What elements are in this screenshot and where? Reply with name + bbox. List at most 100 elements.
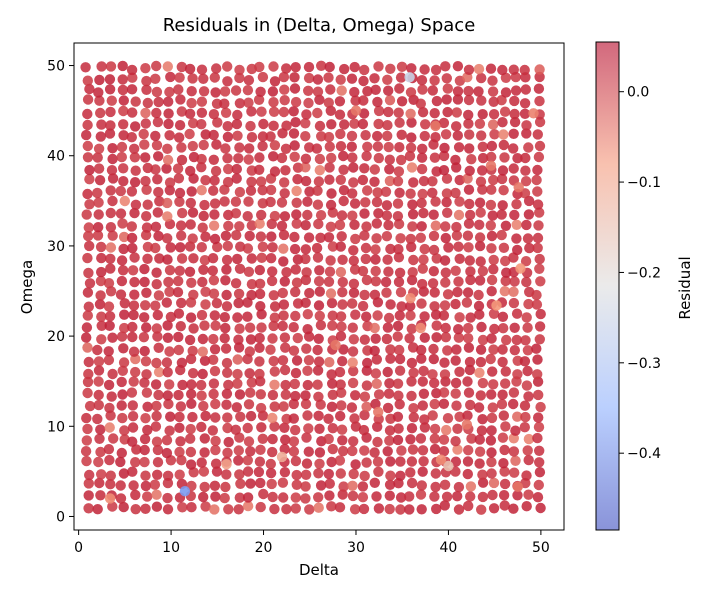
scatter-point <box>498 458 509 469</box>
scatter-point <box>162 211 173 222</box>
scatter-point <box>359 445 370 456</box>
scatter-point <box>209 480 221 491</box>
scatter-point <box>187 207 199 218</box>
scatter-point <box>428 244 440 256</box>
scatter-point <box>416 353 427 364</box>
scatter-point <box>335 74 346 85</box>
scatter-point <box>369 345 380 356</box>
y-tick-label: 10 <box>47 419 65 435</box>
scatter-point <box>462 173 473 184</box>
scatter-point <box>474 458 485 469</box>
y-tick-label: 30 <box>47 239 65 255</box>
scatter-point <box>142 424 153 436</box>
scatter-point <box>357 265 369 277</box>
scatter-point <box>453 504 465 515</box>
scatter-point <box>126 84 138 95</box>
scatter-point <box>129 252 140 263</box>
scatter-point <box>128 309 139 321</box>
scatter-point <box>210 320 221 331</box>
scatter-point <box>151 501 163 512</box>
scatter-point <box>83 503 94 514</box>
scatter-point <box>126 64 138 76</box>
scatter-point <box>338 164 349 175</box>
scatter-point <box>151 400 162 412</box>
scatter-point <box>405 301 416 312</box>
scatter-point <box>115 456 126 468</box>
scatter-point <box>150 300 161 311</box>
scatter-point <box>497 311 509 322</box>
scatter-point <box>395 72 407 83</box>
scatter-point <box>292 332 303 344</box>
scatter-point <box>291 185 302 197</box>
scatter-point <box>488 264 499 275</box>
scatter-point <box>230 424 241 435</box>
scatter-point <box>175 242 186 253</box>
scatter-point <box>177 379 188 391</box>
scatter-point <box>450 265 461 276</box>
scatter-point <box>393 276 405 288</box>
scatter-point <box>266 253 277 264</box>
scatter-point <box>233 445 244 456</box>
scatter-point-notable <box>350 105 362 116</box>
scatter-point <box>117 265 129 276</box>
scatter-point <box>451 344 462 355</box>
scatter-point <box>210 444 221 456</box>
scatter-point <box>488 477 500 489</box>
scatter-point <box>337 489 348 500</box>
scatter-point <box>428 230 440 242</box>
scatter-point <box>405 108 416 120</box>
scatter-point <box>326 188 337 199</box>
scatter-point <box>289 243 301 255</box>
scatter-point <box>520 165 531 176</box>
scatter-point <box>323 413 334 424</box>
scatter-point <box>84 164 95 176</box>
scatter-point <box>254 61 265 73</box>
scatter-point <box>396 445 407 456</box>
scatter-point <box>417 376 428 387</box>
scatter-point <box>371 233 382 244</box>
scatter-point <box>302 365 313 376</box>
scatter-point <box>316 131 327 142</box>
scatter-point <box>477 109 488 120</box>
scatter-point <box>222 367 233 378</box>
scatter-point <box>531 289 542 301</box>
scatter-point <box>394 142 405 153</box>
scatter-point <box>105 207 117 219</box>
scatter-point <box>268 106 280 118</box>
scatter-point <box>174 120 186 131</box>
scatter-point <box>82 119 93 131</box>
scatter-point <box>392 320 404 332</box>
scatter-point <box>406 390 417 402</box>
scatter-point <box>524 242 535 254</box>
scatter-point <box>326 297 338 309</box>
scatter-point <box>477 491 489 503</box>
scatter-point <box>416 504 427 515</box>
scatter-point <box>140 470 151 481</box>
scatter-point <box>327 423 338 434</box>
scatter-point <box>348 468 359 480</box>
scatter-point <box>105 410 116 421</box>
scatter-point <box>393 244 404 255</box>
scatter-point <box>210 412 221 423</box>
scatter-point <box>498 129 509 140</box>
scatter-point <box>151 279 162 290</box>
scatter-point <box>313 356 325 367</box>
scatter-point <box>523 454 534 466</box>
scatter-point <box>382 322 394 333</box>
y-axis-label: Omega <box>18 260 36 314</box>
scatter-point <box>452 94 464 105</box>
scatter-point <box>533 151 545 163</box>
scatter-point <box>126 232 138 244</box>
scatter-point <box>94 74 105 86</box>
scatter-point <box>198 264 209 275</box>
scatter-point <box>220 481 231 493</box>
scatter-point <box>474 434 485 445</box>
scatter-point <box>278 243 289 254</box>
scatter-point <box>417 143 428 154</box>
scatter-point <box>465 481 477 492</box>
scatter-point-notable <box>485 160 497 171</box>
scatter-point <box>94 95 105 106</box>
scatter-point <box>350 459 361 470</box>
scatter-point <box>230 208 242 219</box>
